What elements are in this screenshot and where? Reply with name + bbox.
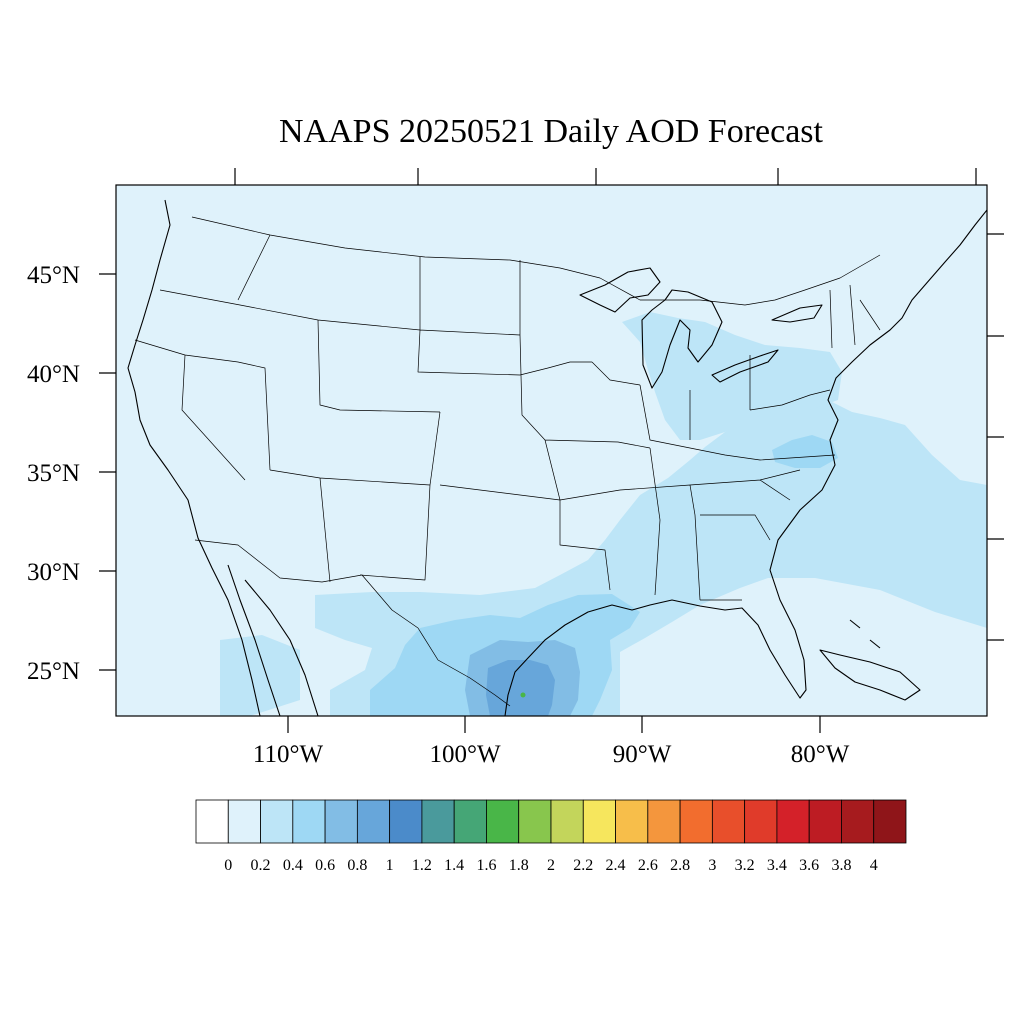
lon-label-100w: 100°W [429,741,500,768]
colorbar-swatch [582,799,616,844]
map-frame [115,184,988,717]
colorbar-swatch [615,799,649,844]
colorbar-tick-label: 3.4 [767,857,787,874]
colorbar-swatch [711,799,746,844]
colorbar-tick-label: 0.6 [315,857,335,874]
coastlines [127,199,987,716]
colorbar-swatch [841,799,875,844]
colorbar-tick-label: 1.6 [476,857,496,874]
political-boundaries [134,216,881,707]
colorbar-swatch [550,799,584,844]
lat-label-25n: 25°N [27,658,80,685]
colorbar-tick-label: 2.6 [638,857,658,874]
colorbar-tick-label: 0.2 [251,857,271,874]
baja-peninsula [227,564,281,716]
gulf-of-california-coast [244,579,319,716]
map-ticks [99,168,1004,733]
colorbar-tick-label: 3 [708,857,716,874]
colorbar-tick-label: 1.4 [444,857,464,874]
colorbar-tick-label: 0.8 [347,857,367,874]
colorbar-tick-label: 2 [547,857,555,874]
colorbar-tick-label: 2.8 [670,857,690,874]
plume-texas-0.8-1.0 [486,660,555,716]
lon-label-80w: 80°W [791,741,850,768]
colorbar-tick-label: 3.8 [831,857,851,874]
plume-peak-marker [520,692,526,698]
lat-label-35n: 35°N [27,460,80,487]
colorbar-swatch [873,799,907,844]
us-canada-border [191,216,881,306]
colorbar-tick-label: 2.4 [606,857,626,874]
figure-title: NAAPS 20250521 Daily AOD Forecast [279,113,824,150]
plume-west-texas-0.2-0.4 [220,635,300,716]
colorbar-tick-label: 3.2 [735,857,755,874]
colorbar [195,799,907,844]
plume-carolinas-0.4-0.6 [772,435,838,468]
lon-label-110w: 110°W [253,741,324,768]
colorbar-swatch [356,799,391,844]
us-mexico-border [194,539,511,707]
colorbar-swatch [195,799,229,844]
colorbar-swatch [518,799,552,844]
colorbar-swatch [808,799,842,844]
gulf-coastline [504,209,987,716]
colorbar-tick-label: 1.2 [412,857,432,874]
lat-label-45n: 45°N [27,262,80,289]
colorbar-swatch [389,799,423,844]
colorbar-tick-label: 3.6 [799,857,819,874]
colorbar-swatch [679,799,713,844]
colorbar-tick-label: 0.4 [283,857,303,874]
colorbar-tick-label: 1 [386,857,394,874]
lat-label-30n: 30°N [27,559,80,586]
bahamas-cuba-islands [819,619,921,701]
colorbar-swatch [324,799,358,844]
lat-label-40n: 40°N [27,361,80,388]
state-boundaries [134,234,881,601]
colorbar-swatch [292,799,326,844]
colorbar-swatch [776,799,810,844]
great-lakes [579,267,823,389]
colorbar-swatch [453,799,487,844]
colorbar-labels: 0 0.2 0.4 0.6 0.8 1 1.2 1.4 1.6 1.8 2 2.2 2.4 2.6 2.8 3… [224,857,877,874]
colorbar-tick-label: 1.8 [509,857,529,874]
aod-shading [220,312,987,716]
colorbar-swatch [486,799,520,844]
map-panel: 45°N 40°N 35°N 30°N 25°N 110°W 100°W 90°… [27,168,1004,768]
colorbar-swatch [421,799,455,844]
colorbar-swatch [744,799,778,844]
colorbar-tick-label: 0 [224,857,232,874]
pacific-coastline [127,199,261,716]
colorbar-tick-label: 4 [870,857,878,874]
colorbar-tick-label: 2.2 [573,857,593,874]
colorbar-swatch [227,799,261,844]
lon-label-90w: 90°W [613,741,672,768]
colorbar-swatch [647,799,681,844]
colorbar-swatch [260,799,294,844]
